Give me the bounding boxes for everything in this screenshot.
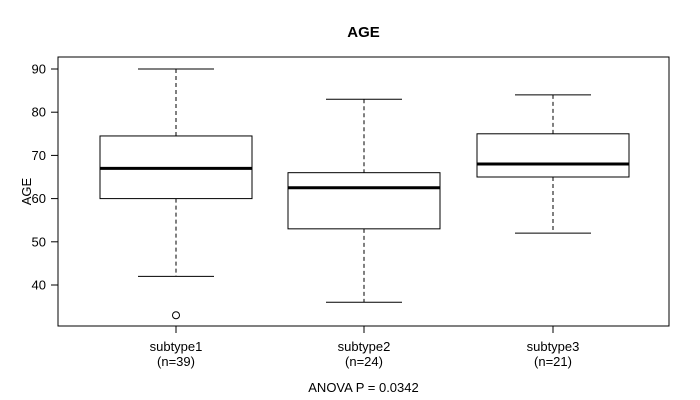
x-category-sublabel-subtype2: (n=24) xyxy=(345,354,383,369)
y-axis-tick-label: 60 xyxy=(32,191,46,206)
iqr-box-subtype2 xyxy=(287,172,441,230)
iqr-box-subtype3 xyxy=(476,133,630,178)
x-category-sublabel-subtype3: (n=21) xyxy=(534,354,572,369)
outlier-point-subtype1 xyxy=(172,311,180,320)
y-axis-tick-label: 90 xyxy=(32,62,46,77)
y-axis-title: AGE xyxy=(19,177,34,205)
x-category-sublabel-subtype1: (n=39) xyxy=(157,354,195,369)
chart-title: AGE xyxy=(347,24,380,41)
y-axis-tick-label: 70 xyxy=(32,148,46,163)
x-category-label-subtype3: subtype3 xyxy=(527,339,580,354)
x-category-label-subtype2: subtype2 xyxy=(338,339,391,354)
y-axis-tick-label: 40 xyxy=(32,278,46,293)
anova-annotation: ANOVA P = 0.0342 xyxy=(308,380,418,395)
y-axis-tick-label: 80 xyxy=(32,105,46,120)
x-category-label-subtype1: subtype1 xyxy=(150,339,203,354)
y-axis-tick-label: 50 xyxy=(32,234,46,249)
